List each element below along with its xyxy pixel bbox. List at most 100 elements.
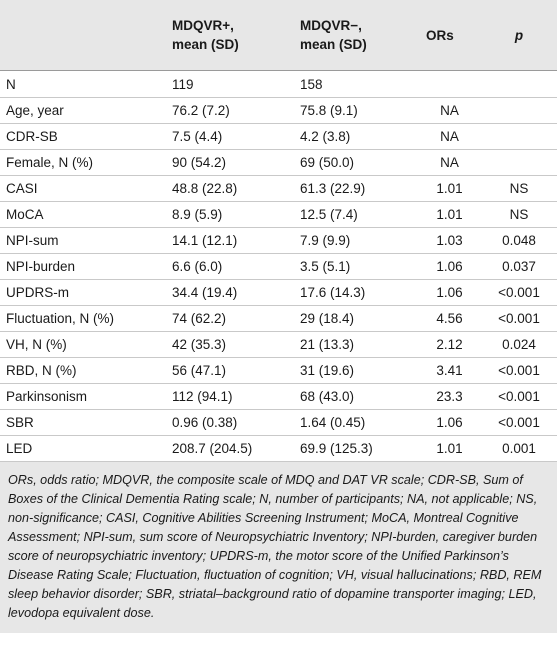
cell-mdqvr-positive: 112 (94.1) (140, 383, 280, 410)
table-body: N 119 158 Age, year 76.2 (7.2) 75.8 (9.1… (0, 70, 557, 462)
cell-mdqvr-negative: 3.5 (5.1) (280, 253, 402, 280)
cell-p-value: NS (487, 175, 557, 202)
table-row: Fluctuation, N (%) 74 (62.2) 29 (18.4) 4… (0, 305, 557, 332)
header-mdqvr-negative-line1: MDQVR−, (300, 18, 362, 33)
cell-mdqvr-negative: 31 (19.6) (280, 357, 402, 384)
row-label: NPI-sum (0, 227, 140, 254)
cell-odds-ratio: 1.01 (402, 201, 487, 228)
comparison-table-container: MDQVR+, mean (SD) MDQVR−, mean (SD) ORs … (0, 0, 557, 633)
cell-p-value: 0.048 (487, 227, 557, 254)
cell-p-value (487, 123, 557, 150)
cell-mdqvr-negative: 21 (13.3) (280, 331, 402, 358)
row-label: Fluctuation, N (%) (0, 305, 140, 332)
cell-odds-ratio: 2.12 (402, 331, 487, 358)
cell-mdqvr-negative: 61.3 (22.9) (280, 175, 402, 202)
cell-mdqvr-positive: 48.8 (22.8) (140, 175, 280, 202)
cell-mdqvr-positive: 74 (62.2) (140, 305, 280, 332)
cell-mdqvr-positive: 56 (47.1) (140, 357, 280, 384)
cell-p-value: <0.001 (487, 357, 557, 384)
cell-p-value: 0.001 (487, 435, 557, 462)
table-row: Parkinsonism 112 (94.1) 68 (43.0) 23.3 <… (0, 383, 557, 410)
table-row: MoCA 8.9 (5.9) 12.5 (7.4) 1.01 NS (0, 201, 557, 228)
cell-odds-ratio: 3.41 (402, 357, 487, 384)
cell-mdqvr-negative: 29 (18.4) (280, 305, 402, 332)
cell-odds-ratio: 1.06 (402, 409, 487, 436)
header-label (0, 0, 140, 71)
header-mdqvr-positive: MDQVR+, mean (SD) (140, 0, 280, 71)
cell-p-value: <0.001 (487, 383, 557, 410)
header-mdqvr-positive-line1: MDQVR+, (172, 18, 234, 33)
table-row: SBR 0.96 (0.38) 1.64 (0.45) 1.06 <0.001 (0, 409, 557, 436)
cell-odds-ratio: NA (402, 149, 487, 176)
cell-mdqvr-positive: 119 (140, 70, 280, 98)
row-label: VH, N (%) (0, 331, 140, 358)
table-row: LED 208.7 (204.5) 69.9 (125.3) 1.01 0.00… (0, 435, 557, 462)
row-label: N (0, 70, 140, 98)
cell-mdqvr-negative: 7.9 (9.9) (280, 227, 402, 254)
cell-p-value (487, 70, 557, 98)
row-label: MoCA (0, 201, 140, 228)
cell-mdqvr-positive: 208.7 (204.5) (140, 435, 280, 462)
cell-odds-ratio (402, 70, 487, 98)
header-p-value: p (487, 0, 557, 71)
cell-mdqvr-negative: 4.2 (3.8) (280, 123, 402, 150)
row-label: CASI (0, 175, 140, 202)
cell-odds-ratio: 1.01 (402, 435, 487, 462)
table-header-row: MDQVR+, mean (SD) MDQVR−, mean (SD) ORs … (0, 0, 557, 71)
cell-odds-ratio: 23.3 (402, 383, 487, 410)
table-row: RBD, N (%) 56 (47.1) 31 (19.6) 3.41 <0.0… (0, 357, 557, 384)
table-row: CDR-SB 7.5 (4.4) 4.2 (3.8) NA (0, 123, 557, 150)
cell-mdqvr-negative: 68 (43.0) (280, 383, 402, 410)
table-row: N 119 158 (0, 70, 557, 98)
cell-mdqvr-positive: 8.9 (5.9) (140, 201, 280, 228)
header-mdqvr-negative-line2: mean (SD) (300, 37, 367, 52)
cell-mdqvr-positive: 6.6 (6.0) (140, 253, 280, 280)
cell-mdqvr-negative: 75.8 (9.1) (280, 97, 402, 124)
cell-p-value: 0.024 (487, 331, 557, 358)
cell-p-value: NS (487, 201, 557, 228)
header-mdqvr-negative: MDQVR−, mean (SD) (280, 0, 402, 71)
cell-p-value: <0.001 (487, 279, 557, 306)
row-label: CDR-SB (0, 123, 140, 150)
row-label: Parkinsonism (0, 383, 140, 410)
cell-odds-ratio: 1.03 (402, 227, 487, 254)
row-label: LED (0, 435, 140, 462)
cell-mdqvr-negative: 69 (50.0) (280, 149, 402, 176)
cell-odds-ratio: NA (402, 123, 487, 150)
cell-mdqvr-positive: 42 (35.3) (140, 331, 280, 358)
table-row: CASI 48.8 (22.8) 61.3 (22.9) 1.01 NS (0, 175, 557, 202)
row-label: UPDRS-m (0, 279, 140, 306)
cell-p-value (487, 97, 557, 124)
cell-mdqvr-positive: 0.96 (0.38) (140, 409, 280, 436)
cell-mdqvr-positive: 14.1 (12.1) (140, 227, 280, 254)
table-row: Age, year 76.2 (7.2) 75.8 (9.1) NA (0, 97, 557, 124)
table-row: NPI-burden 6.6 (6.0) 3.5 (5.1) 1.06 0.03… (0, 253, 557, 280)
cell-mdqvr-negative: 12.5 (7.4) (280, 201, 402, 228)
cell-mdqvr-negative: 17.6 (14.3) (280, 279, 402, 306)
cell-mdqvr-positive: 7.5 (4.4) (140, 123, 280, 150)
cell-p-value: <0.001 (487, 305, 557, 332)
cell-mdqvr-positive: 90 (54.2) (140, 149, 280, 176)
table-row: Female, N (%) 90 (54.2) 69 (50.0) NA (0, 149, 557, 176)
cell-p-value (487, 149, 557, 176)
cell-odds-ratio: 1.01 (402, 175, 487, 202)
cell-p-value: <0.001 (487, 409, 557, 436)
table-footnote: ORs, odds ratio; MDQVR, the composite sc… (0, 462, 557, 633)
cell-mdqvr-positive: 34.4 (19.4) (140, 279, 280, 306)
table-row: VH, N (%) 42 (35.3) 21 (13.3) 2.12 0.024 (0, 331, 557, 358)
row-label: SBR (0, 409, 140, 436)
cell-odds-ratio: 4.56 (402, 305, 487, 332)
row-label: Age, year (0, 97, 140, 124)
header-mdqvr-positive-line2: mean (SD) (172, 37, 239, 52)
cell-mdqvr-positive: 76.2 (7.2) (140, 97, 280, 124)
row-label: Female, N (%) (0, 149, 140, 176)
cell-mdqvr-negative: 158 (280, 70, 402, 98)
cell-odds-ratio: NA (402, 97, 487, 124)
cell-odds-ratio: 1.06 (402, 253, 487, 280)
table-row: NPI-sum 14.1 (12.1) 7.9 (9.9) 1.03 0.048 (0, 227, 557, 254)
comparison-table: MDQVR+, mean (SD) MDQVR−, mean (SD) ORs … (0, 0, 557, 462)
cell-mdqvr-negative: 69.9 (125.3) (280, 435, 402, 462)
row-label: NPI-burden (0, 253, 140, 280)
cell-p-value: 0.037 (487, 253, 557, 280)
cell-odds-ratio: 1.06 (402, 279, 487, 306)
